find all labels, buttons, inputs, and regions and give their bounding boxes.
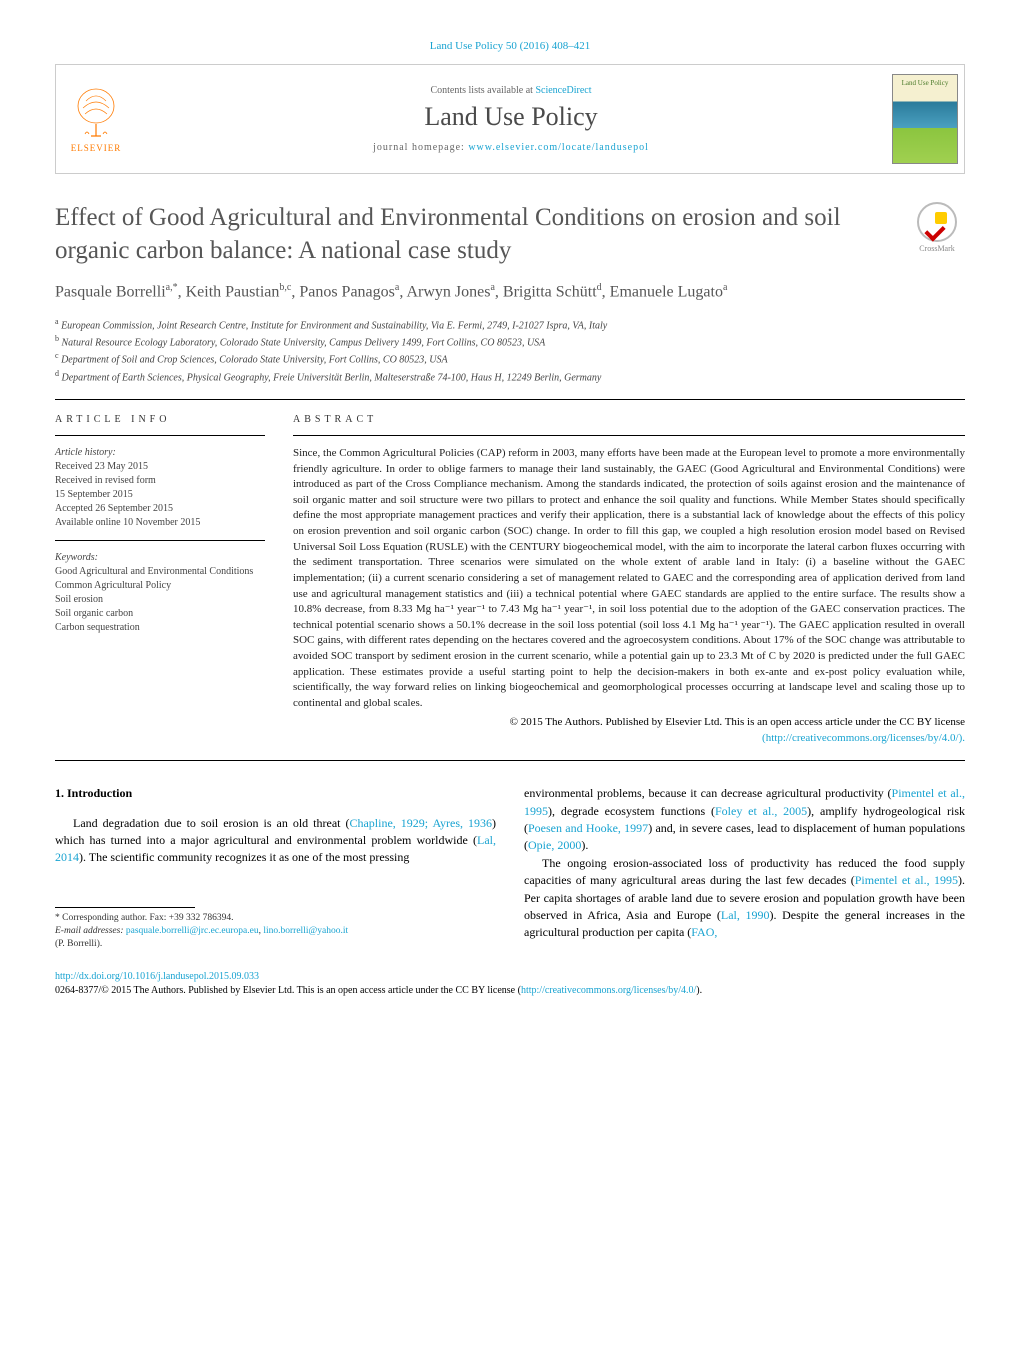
- article-info-column: article info Article history: Received 2…: [55, 414, 265, 746]
- text-run: ).: [581, 838, 588, 852]
- email-attribution: (P. Borrelli).: [55, 938, 496, 951]
- section-1-heading: 1. Introduction: [55, 785, 496, 802]
- info-divider-2: [55, 540, 265, 541]
- citation[interactable]: Lal, 1990: [721, 908, 770, 922]
- cover-thumbnail: Land Use Policy: [892, 74, 958, 164]
- contents-available: Contents lists available at ScienceDirec…: [136, 85, 886, 96]
- abstract-divider: [293, 435, 965, 436]
- citation[interactable]: Foley et al., 2005: [715, 804, 807, 818]
- header-center: Contents lists available at ScienceDirec…: [136, 65, 886, 173]
- issn-close: ).: [696, 985, 702, 996]
- body-column-right: environmental problems, because it can d…: [524, 785, 965, 951]
- journal-cover[interactable]: Land Use Policy: [886, 65, 964, 173]
- crossmark-badge[interactable]: CrossMark: [909, 202, 965, 258]
- history-line: Received in revised form: [55, 474, 265, 488]
- title-row: Effect of Good Agricultural and Environm…: [55, 202, 965, 267]
- intro-paragraph-2: The ongoing erosion-associated loss of p…: [524, 855, 965, 942]
- abstract-heading: abstract: [293, 414, 965, 425]
- keyword: Soil erosion: [55, 593, 265, 607]
- journal-homepage: journal homepage: www.elsevier.com/locat…: [136, 142, 886, 153]
- citation[interactable]: Opie, 2000: [528, 838, 581, 852]
- info-abstract-row: article info Article history: Received 2…: [55, 414, 965, 746]
- affiliation: d Department of Earth Sciences, Physical…: [55, 368, 965, 385]
- keyword: Soil organic carbon: [55, 607, 265, 621]
- keywords-label: Keywords:: [55, 551, 265, 565]
- affiliation-list: a European Commission, Joint Research Ce…: [55, 316, 965, 385]
- article-page: Land Use Policy 50 (2016) 408–421 ELSEVI…: [0, 0, 1020, 1028]
- article-history: Article history: Received 23 May 2015Rec…: [55, 446, 265, 530]
- copyright-text: © 2015 The Authors. Published by Elsevie…: [510, 716, 965, 728]
- keywords-block: Keywords: Good Agricultural and Environm…: [55, 551, 265, 635]
- divider: [55, 399, 965, 400]
- intro-paragraph-1-cont: environmental problems, because it can d…: [524, 785, 965, 855]
- contents-prefix: Contents lists available at: [430, 85, 535, 96]
- history-line: 15 September 2015: [55, 488, 265, 502]
- journal-header: ELSEVIER Contents lists available at Sci…: [55, 64, 965, 174]
- email-line: E-mail addresses: pasquale.borrelli@jrc.…: [55, 925, 496, 938]
- corr-author-line: * Corresponding author. Fax: +39 332 786…: [55, 912, 496, 925]
- history-line: Received 23 May 2015: [55, 460, 265, 474]
- keyword: Carbon sequestration: [55, 621, 265, 635]
- text-run: ), degrade ecosystem functions (: [548, 804, 715, 818]
- body-column-left: 1. Introduction Land degradation due to …: [55, 785, 496, 951]
- keyword: Good Agricultural and Environmental Cond…: [55, 565, 265, 579]
- doi-link[interactable]: http://dx.doi.org/10.1016/j.landusepol.2…: [55, 971, 259, 982]
- body-text: 1. Introduction Land degradation due to …: [55, 785, 965, 951]
- cover-title: Land Use Policy: [893, 79, 957, 87]
- citation[interactable]: Pimentel et al., 1995: [855, 873, 958, 887]
- author-list: Pasquale Borrellia,*, Keith Paustianb,c,…: [55, 281, 965, 304]
- corresponding-footnote: * Corresponding author. Fax: +39 332 786…: [55, 912, 496, 952]
- journal-reference: Land Use Policy 50 (2016) 408–421: [55, 40, 965, 52]
- footer-license-link[interactable]: http://creativecommons.org/licenses/by/4…: [521, 985, 696, 996]
- elsevier-tree-icon: [71, 86, 121, 141]
- crossmark-label: CrossMark: [919, 244, 955, 253]
- citation[interactable]: Chapline, 1929; Ayres, 1936: [349, 816, 492, 830]
- publisher-logo[interactable]: ELSEVIER: [56, 65, 136, 173]
- email-label: E-mail addresses:: [55, 926, 124, 936]
- text-run: environmental problems, because it can d…: [524, 786, 892, 800]
- article-title: Effect of Good Agricultural and Environm…: [55, 202, 889, 267]
- journal-title: Land Use Policy: [136, 102, 886, 132]
- sciencedirect-link[interactable]: ScienceDirect: [535, 85, 591, 96]
- copyright-notice: © 2015 The Authors. Published by Elsevie…: [293, 715, 965, 746]
- homepage-prefix: journal homepage:: [373, 142, 468, 153]
- doi-footer: http://dx.doi.org/10.1016/j.landusepol.2…: [55, 970, 965, 998]
- info-divider: [55, 435, 265, 436]
- crossmark-icon: [917, 202, 957, 242]
- history-line: Available online 10 November 2015: [55, 516, 265, 530]
- license-link[interactable]: (http://creativecommons.org/licenses/by/…: [762, 732, 965, 744]
- keyword: Common Agricultural Policy: [55, 579, 265, 593]
- corresponding-footnote-rule: [55, 907, 195, 908]
- intro-paragraph-1: Land degradation due to soil erosion is …: [55, 815, 496, 867]
- abstract-text: Since, the Common Agricultural Policies …: [293, 446, 965, 711]
- text-run: ). The scientific community recognizes i…: [79, 850, 409, 864]
- email-link-2[interactable]: lino.borrelli@yahoo.it: [263, 926, 348, 936]
- affiliation: c Department of Soil and Crop Sciences, …: [55, 350, 965, 367]
- email-link-1[interactable]: pasquale.borrelli@jrc.ec.europa.eu: [126, 926, 259, 936]
- text-run: Land degradation due to soil erosion is …: [73, 816, 349, 830]
- homepage-link[interactable]: www.elsevier.com/locate/landusepol: [468, 142, 649, 153]
- history-line: Accepted 26 September 2015: [55, 502, 265, 516]
- abstract-column: abstract Since, the Common Agricultural …: [293, 414, 965, 746]
- history-label: Article history:: [55, 446, 265, 460]
- publisher-name: ELSEVIER: [71, 143, 122, 153]
- citation[interactable]: FAO,: [691, 925, 717, 939]
- affiliation: b Natural Resource Ecology Laboratory, C…: [55, 333, 965, 350]
- citation[interactable]: Poesen and Hooke, 1997: [528, 821, 648, 835]
- issn-copyright: 0264-8377/© 2015 The Authors. Published …: [55, 985, 521, 996]
- affiliation: a European Commission, Joint Research Ce…: [55, 316, 965, 333]
- article-info-heading: article info: [55, 414, 265, 425]
- divider-2: [55, 760, 965, 761]
